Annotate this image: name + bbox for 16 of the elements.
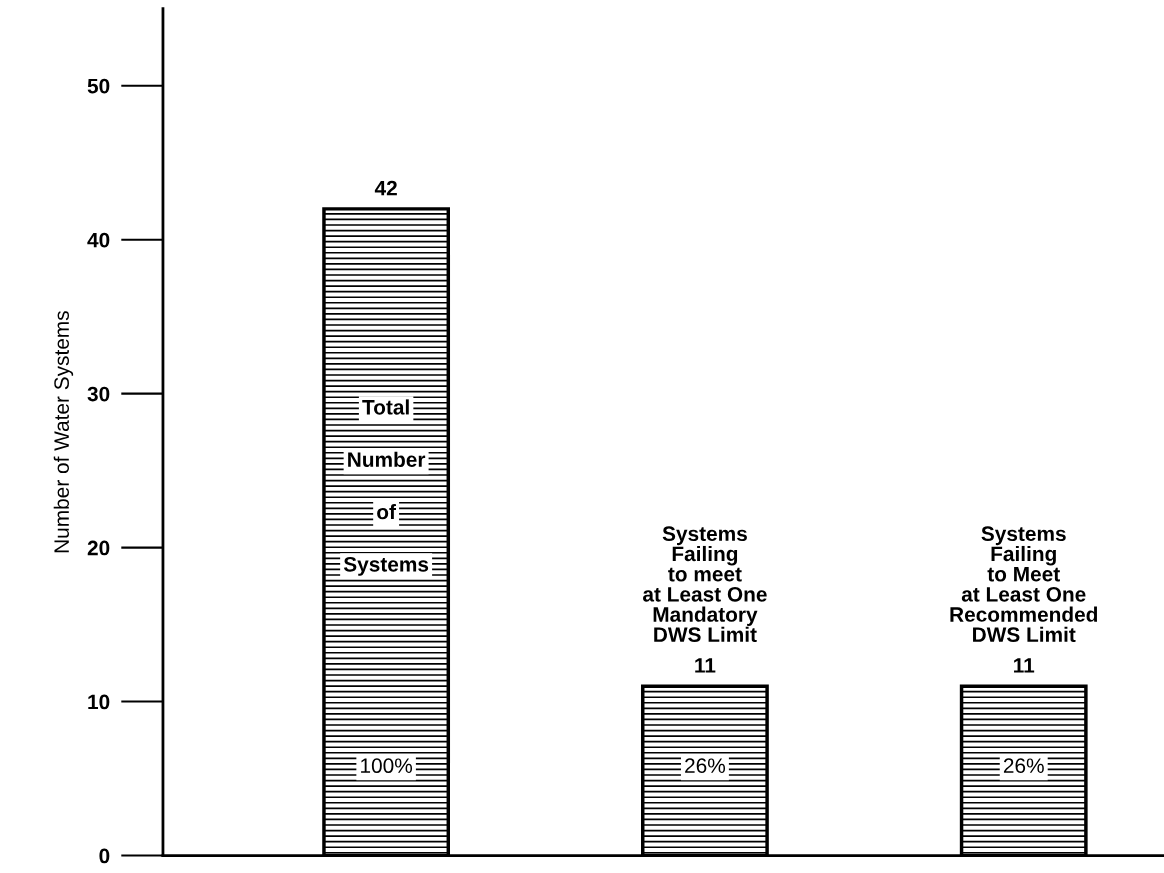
y-tick-label: 0 (99, 848, 110, 864)
y-axis-title: Number of Water Systems (53, 311, 74, 553)
y-tick-label: 50 (87, 78, 110, 94)
y-tick-label: 10 (88, 694, 110, 710)
annotation: 26% (1003, 758, 1044, 774)
x-tick-label: Systems Failing to meet at Least One Mandatory DWS Limit (643, 526, 767, 643)
data-label: 11 (1014, 658, 1035, 673)
y-tick-label: 30 (87, 386, 110, 402)
y-tick-label: 40 (87, 232, 110, 248)
y-tick-label: 20 (87, 540, 110, 556)
annotation: 26% (685, 758, 726, 774)
category-label: Total Number of Systems (343, 399, 429, 576)
annotation: 100% (361, 758, 413, 774)
x-tick-label: Systems Failing to Meet at Least One Recommended DWS Limit (950, 526, 1098, 643)
data-label: 11 (695, 658, 716, 673)
data-label: 42 (374, 180, 397, 196)
